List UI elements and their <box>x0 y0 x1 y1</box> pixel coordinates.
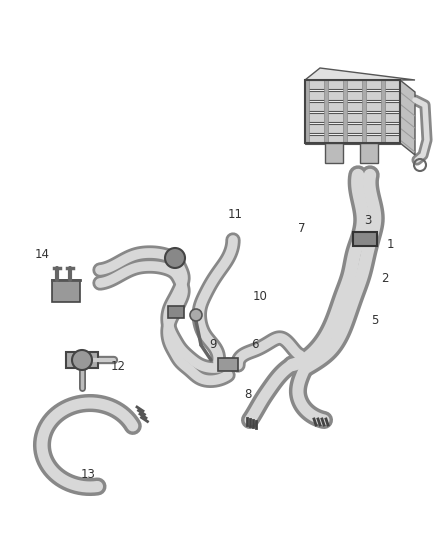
Bar <box>381 80 385 143</box>
Bar <box>325 143 343 163</box>
Bar <box>168 306 184 318</box>
Text: 1: 1 <box>386 238 394 252</box>
Bar <box>218 358 238 371</box>
Bar <box>324 80 328 143</box>
Text: 14: 14 <box>35 248 49 262</box>
Circle shape <box>72 350 92 370</box>
Bar <box>305 91 400 100</box>
Bar <box>343 80 347 143</box>
Bar <box>305 80 309 143</box>
Text: 6: 6 <box>251 338 259 351</box>
Bar <box>305 80 400 143</box>
Text: 7: 7 <box>298 222 306 235</box>
Bar <box>305 135 400 144</box>
Text: 2: 2 <box>381 271 389 285</box>
Bar <box>360 143 378 163</box>
Bar <box>305 80 400 89</box>
Bar <box>362 80 366 143</box>
Circle shape <box>165 248 185 268</box>
Polygon shape <box>305 68 415 80</box>
Text: 10: 10 <box>253 289 268 303</box>
Circle shape <box>190 309 202 321</box>
Bar <box>305 124 400 133</box>
Text: 8: 8 <box>244 387 252 400</box>
Text: 5: 5 <box>371 313 379 327</box>
Bar <box>353 232 377 246</box>
Bar <box>305 113 400 122</box>
Text: 3: 3 <box>364 214 372 227</box>
Text: 11: 11 <box>227 208 243 222</box>
Bar <box>305 102 400 111</box>
Text: 13: 13 <box>81 469 95 481</box>
Polygon shape <box>400 80 415 155</box>
Text: 12: 12 <box>110 359 126 373</box>
Bar <box>52 280 80 302</box>
Text: 9: 9 <box>209 337 217 351</box>
Bar <box>66 352 98 368</box>
